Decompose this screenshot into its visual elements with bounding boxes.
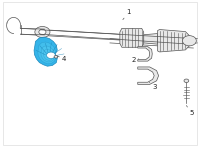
Circle shape xyxy=(184,79,189,82)
Text: 1: 1 xyxy=(123,9,131,20)
Text: 4: 4 xyxy=(57,56,66,62)
Text: 2: 2 xyxy=(131,57,139,63)
Text: 3: 3 xyxy=(149,82,157,90)
Circle shape xyxy=(54,55,58,58)
Polygon shape xyxy=(158,30,189,52)
Polygon shape xyxy=(138,47,152,61)
Circle shape xyxy=(39,29,46,35)
Circle shape xyxy=(182,36,196,46)
Text: 5: 5 xyxy=(186,106,194,116)
Polygon shape xyxy=(144,34,158,44)
Polygon shape xyxy=(120,28,144,47)
Polygon shape xyxy=(138,67,159,84)
Polygon shape xyxy=(38,42,55,64)
Circle shape xyxy=(35,26,50,37)
Polygon shape xyxy=(34,37,57,66)
Polygon shape xyxy=(44,49,52,60)
Circle shape xyxy=(47,52,55,59)
Polygon shape xyxy=(41,46,54,62)
